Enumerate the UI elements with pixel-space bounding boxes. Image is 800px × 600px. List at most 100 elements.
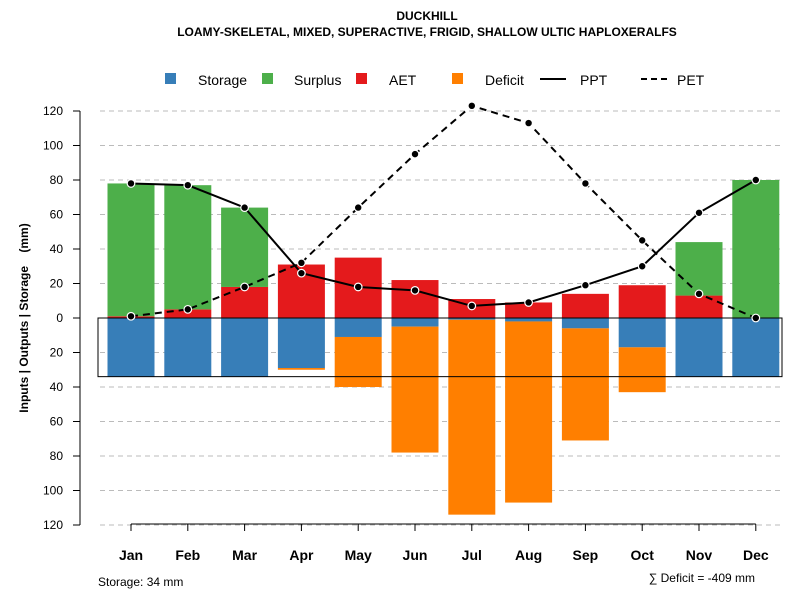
y-tick-label: 40 (50, 242, 64, 256)
aet-bar-aug (505, 302, 553, 318)
legend-aet-label: AET (389, 72, 417, 88)
ppt-point (524, 298, 533, 307)
deficit-bar-aug (505, 321, 553, 503)
aet-bar-nov (675, 295, 723, 318)
storage-bar-nov (675, 318, 723, 377)
y-tick-label: 80 (50, 449, 64, 463)
month-label-jun: Jun (403, 547, 428, 563)
legend-deficit-label: Deficit (485, 72, 524, 88)
ppt-point (297, 268, 306, 278)
legend: Storage Surplus AET Deficit PPT PET (165, 72, 705, 88)
pet-point (240, 282, 250, 292)
legend-pet-label: PET (677, 72, 705, 88)
ppt-point (353, 282, 363, 292)
y-axis-label: Inputs | Outputs | Storage (mm) (17, 223, 31, 412)
storage-bar-mar (221, 318, 269, 377)
y-tick-label: 100 (43, 139, 63, 153)
pet-point (126, 311, 136, 321)
legend-storage-label: Storage (198, 72, 247, 88)
deficit-bar-may (334, 336, 382, 387)
y-tick-label: 120 (43, 104, 63, 118)
pet-point (297, 258, 306, 268)
aet-bar-sep (561, 293, 609, 318)
month-label-feb: Feb (175, 547, 200, 563)
legend-ppt-label: PPT (580, 72, 608, 88)
aet-bar-jun (391, 280, 439, 318)
storage-bar-oct (618, 318, 666, 348)
deficit-bar-jun (391, 326, 439, 453)
pet-point (353, 203, 363, 213)
aet-bar-oct (618, 285, 666, 318)
grid-lines (100, 110, 782, 526)
bars (97, 180, 783, 515)
y-tick-label: 20 (50, 277, 64, 291)
month-label-dec: Dec (743, 547, 769, 563)
pet-point (467, 101, 477, 111)
pet-point (751, 313, 761, 323)
month-label-mar: Mar (232, 547, 257, 563)
ppt-point (751, 175, 761, 185)
y-tick-label: 0 (56, 311, 63, 325)
storage-bar-jun (391, 318, 439, 327)
storage-bar-feb (164, 318, 212, 377)
legend-deficit-swatch (452, 73, 463, 84)
axes: 120 100 80 60 40 20 0 20 40 60 80 100 120 Jan Feb Mar Ap… (43, 104, 769, 563)
deficit-bar-sep (561, 328, 609, 441)
month-label-nov: Nov (686, 547, 713, 563)
surplus-bar-jan (107, 183, 155, 317)
pet-point (581, 179, 590, 188)
legend-surplus-label: Surplus (294, 72, 341, 88)
y-tick-label: 20 (50, 346, 64, 360)
month-label-may: May (345, 547, 372, 563)
y-tick-label: 40 (50, 380, 64, 394)
surplus-bar-feb (164, 185, 212, 310)
ppt-point (581, 280, 590, 290)
ppt-point (467, 301, 477, 311)
pet-point (183, 304, 193, 314)
pet-point (637, 235, 647, 245)
ppt-point (410, 286, 420, 295)
storage-bar-dec (732, 318, 780, 377)
ppt-line (130, 179, 757, 307)
ppt-point (694, 208, 704, 218)
y-tick-label: 60 (50, 415, 64, 429)
surplus-bar-nov (675, 242, 723, 296)
deficit-bar-oct (618, 347, 666, 393)
deficit-note: ∑ Deficit = -409 mm (649, 571, 755, 585)
pet-point (694, 289, 704, 299)
storage-bar-apr (277, 318, 325, 369)
y-tick-label: 80 (50, 173, 64, 187)
month-label-oct: Oct (631, 547, 655, 563)
chart-title: DUCKHILL (396, 9, 457, 23)
month-label-jul: Jul (462, 547, 482, 563)
deficit-bar-apr (277, 368, 325, 370)
pet-line (130, 104, 757, 319)
storage-bar-jan (107, 318, 155, 377)
legend-storage-swatch (165, 73, 176, 84)
month-label-apr: Apr (289, 547, 314, 563)
y-tick-label: 120 (43, 518, 63, 532)
ppt-point (183, 180, 193, 190)
surplus-bar-mar (221, 207, 269, 287)
y-tick-label: 100 (43, 484, 63, 498)
y-tick-label: 60 (50, 208, 64, 222)
ppt-point (637, 261, 647, 271)
storage-bar-jul (448, 318, 496, 320)
storage-note: Storage: 34 mm (98, 575, 183, 589)
ppt-point (240, 203, 250, 213)
surplus-bar-dec (732, 180, 780, 318)
chart-subtitle: LOAMY-SKELETAL, MIXED, SUPERACTIVE, FRIG… (177, 25, 677, 39)
aet-bar-mar (221, 286, 269, 318)
pet-point (524, 118, 533, 128)
series-lines (126, 101, 761, 323)
legend-surplus-swatch (262, 73, 273, 84)
month-label-sep: Sep (573, 547, 599, 563)
deficit-bar-jul (448, 319, 496, 515)
month-label-jan: Jan (119, 547, 143, 563)
ppt-point (126, 179, 136, 188)
storage-bar-aug (505, 318, 553, 322)
storage-bar-may (334, 318, 382, 337)
storage-bar-sep (561, 318, 609, 329)
month-label-aug: Aug (515, 547, 542, 563)
